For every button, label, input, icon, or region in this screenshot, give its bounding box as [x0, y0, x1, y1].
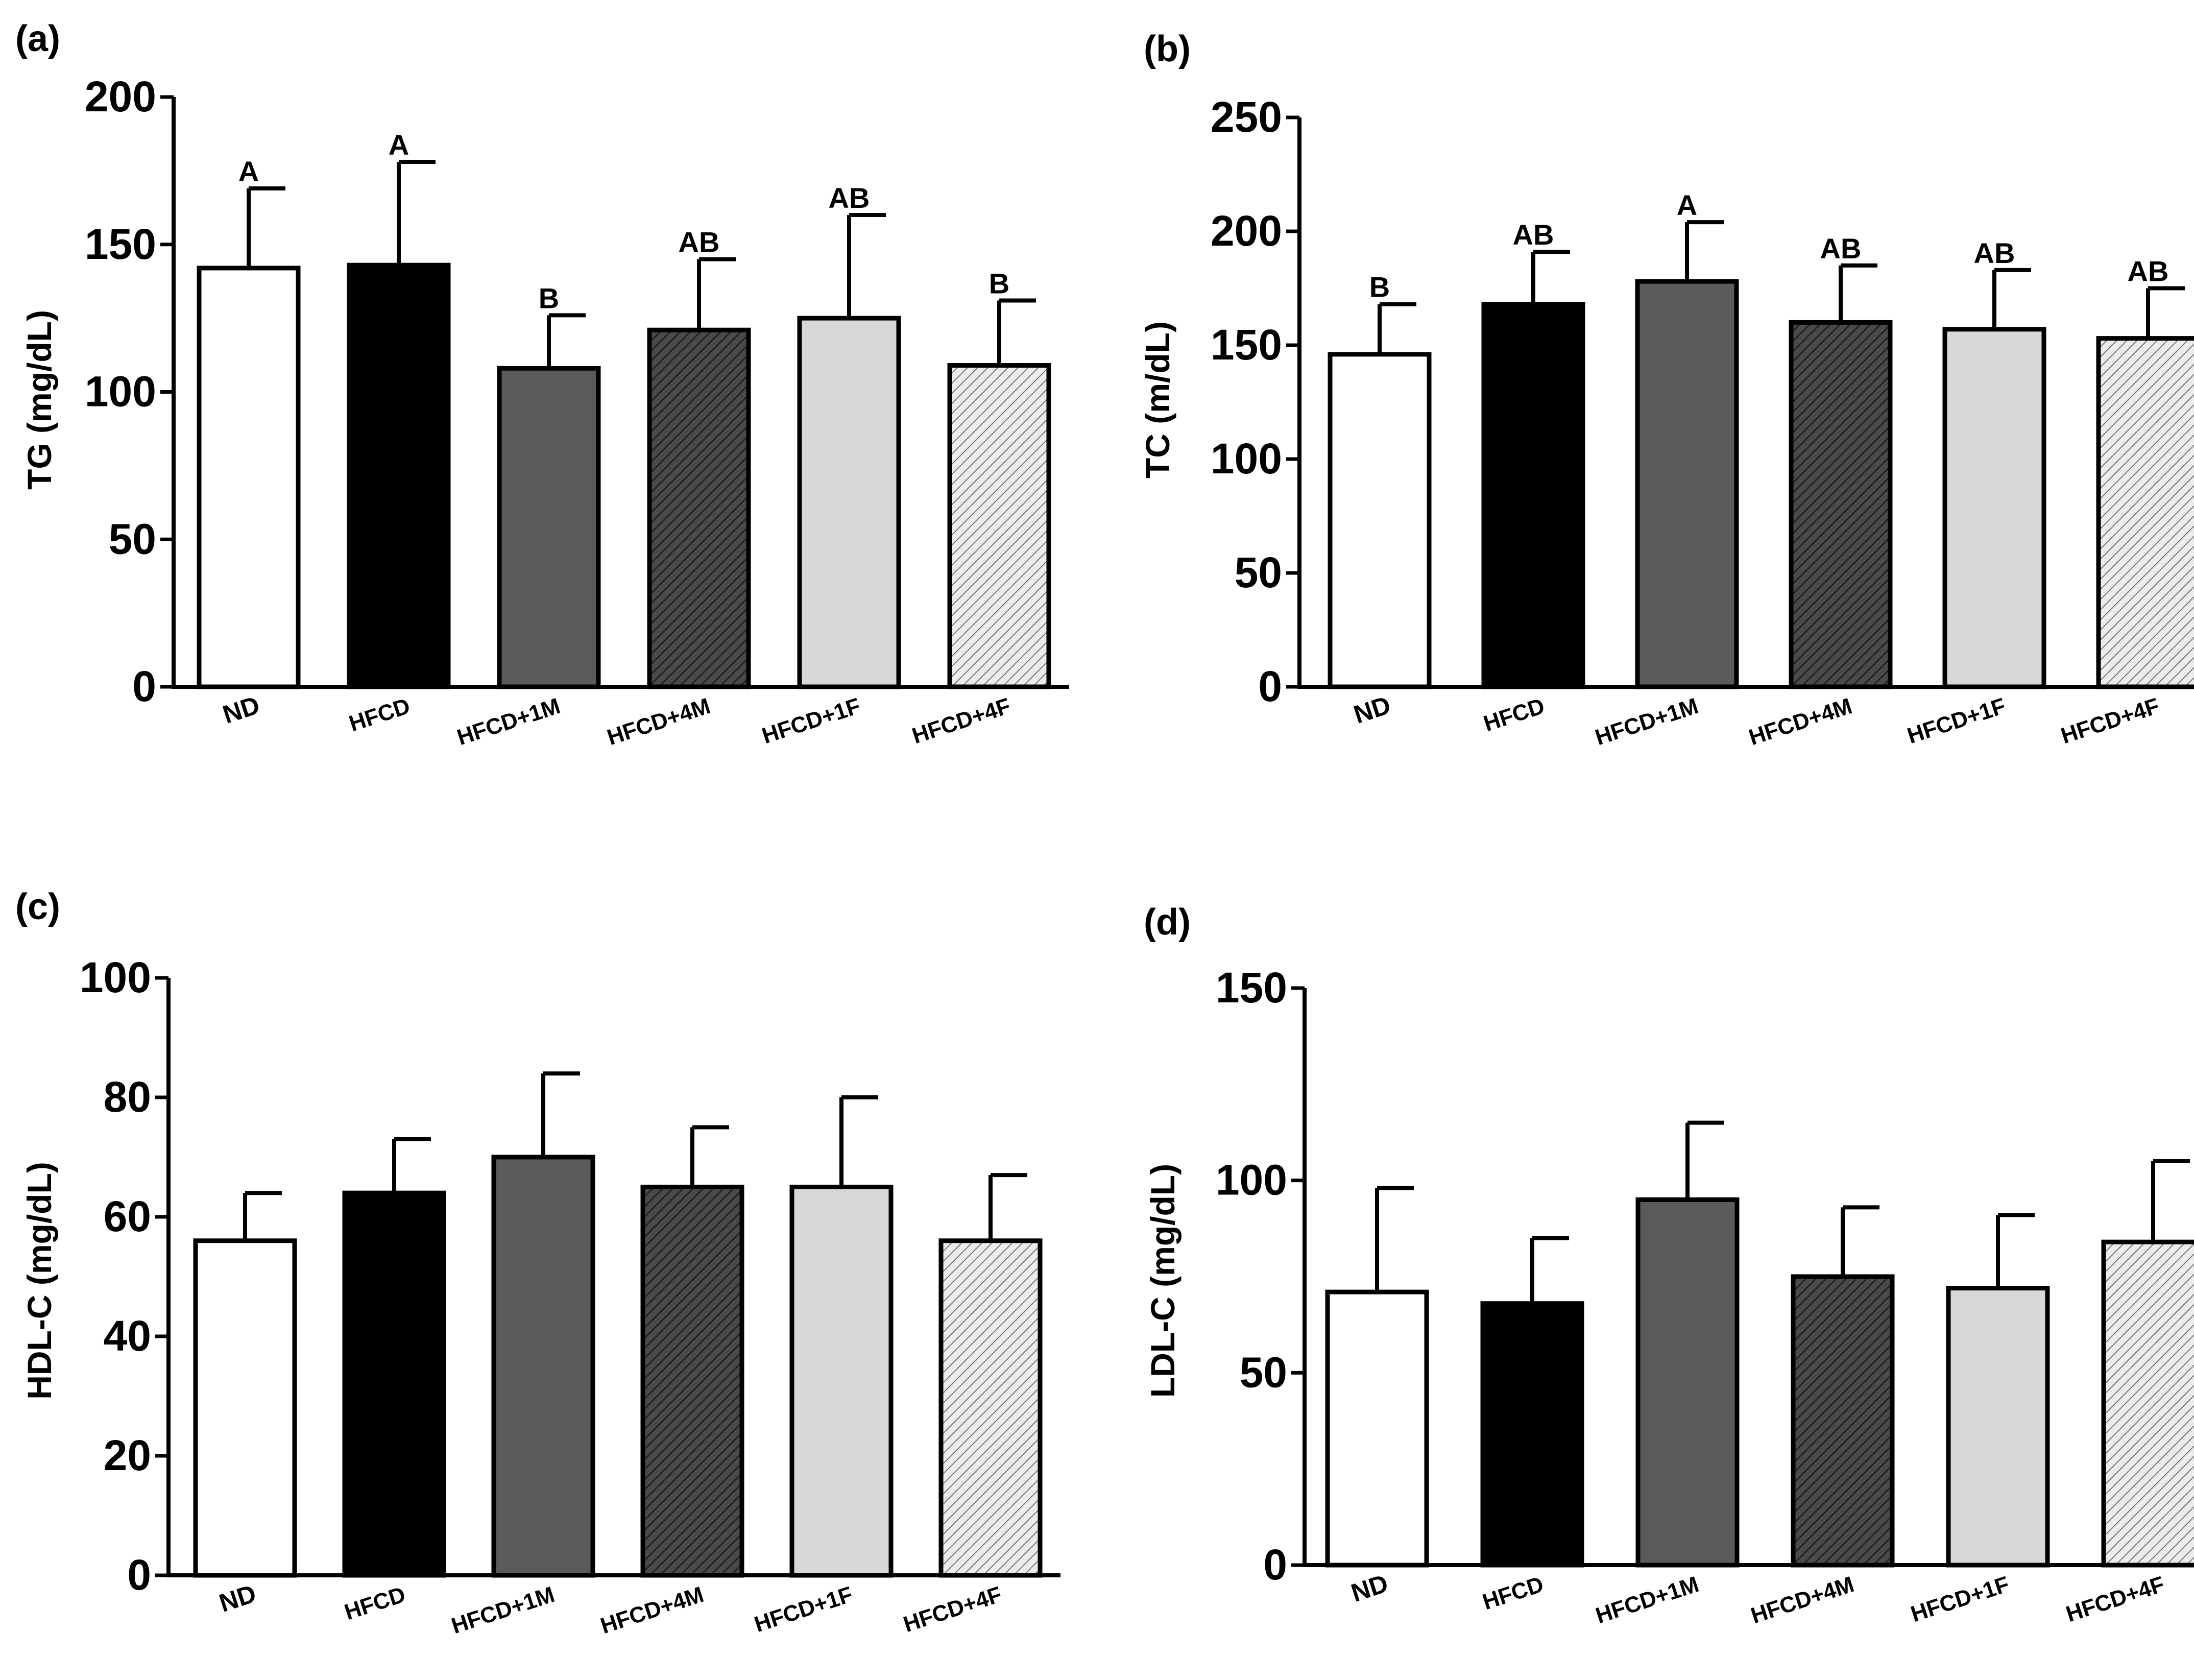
- y-axis-title: TC (m/dL): [1139, 321, 1176, 478]
- y-tick-label: 50: [1235, 548, 1282, 596]
- bar-hfcd: [1480, 1301, 1584, 1568]
- x-category-label: HFCD+4F: [900, 1582, 1005, 1637]
- panel-label: (d): [1144, 902, 1191, 943]
- bar-hfcd-plus-1f: [789, 1185, 894, 1578]
- bar-hfcd-plus-4m: [640, 1185, 744, 1578]
- x-category-label: HFCD+1M: [448, 1582, 558, 1639]
- bar-hfcd-plus-4f: [947, 363, 1051, 689]
- bar-hfcd: [347, 262, 451, 689]
- x-category-label: ND: [219, 690, 263, 729]
- y-tick-label: 100: [1216, 1156, 1287, 1204]
- y-axis-title: LDL-C (mg/dL): [1144, 1164, 1182, 1398]
- x-category-label: HFCD: [342, 1582, 408, 1625]
- bar-hfcd-plus-1m: [1635, 1197, 1740, 1568]
- bar-hfcd-plus-1f: [1942, 327, 2046, 689]
- significance-label: B: [539, 282, 559, 314]
- chart-panel-b: (b) TC (m/dL) 0 50 100 150 200 250 B ND AB HFCD A H…: [1139, 29, 2194, 750]
- bar-hfcd-plus-1f: [1946, 1286, 2050, 1568]
- bar-hfcd-plus-1m: [1635, 279, 1739, 689]
- significance-label: AB: [1974, 237, 2015, 269]
- y-tick-label: 200: [1211, 207, 1282, 255]
- x-category-label: HFCD+4M: [1746, 693, 1855, 750]
- y-tick-label: 100: [80, 953, 151, 1001]
- x-category-label: ND: [1350, 690, 1394, 729]
- x-category-label: HFCD+1F: [1904, 693, 2009, 749]
- x-category-label: HFCD: [346, 693, 413, 736]
- chart-panel-d: (d) LDL-C (mg/dL) 0 50 100 150 ND HFCD HFCD+1M…: [1144, 902, 2194, 1628]
- significance-label: B: [989, 267, 1009, 299]
- x-category-label: HFCD: [1481, 693, 1548, 736]
- bar-hfcd-plus-4f: [938, 1238, 1043, 1578]
- chart-panel-c: (c) HDL-C (mg/dL) 0 20 40 60 80 100 ND HFCD HFCD…: [15, 886, 1060, 1639]
- x-category-label: HFCD+1M: [1592, 693, 1701, 750]
- x-category-label: HFCD+4F: [2063, 1572, 2167, 1627]
- y-axis-title: HDL-C (mg/dL): [20, 1162, 58, 1400]
- significance-label: A: [238, 155, 259, 187]
- y-tick-label: 0: [132, 662, 156, 710]
- significance-label: A: [389, 129, 409, 161]
- y-tick-label: 100: [1211, 435, 1282, 483]
- significance-label: AB: [1820, 232, 1862, 265]
- x-category-label: HFCD+4F: [2058, 693, 2162, 749]
- significance-label: AB: [829, 182, 870, 214]
- bar-nd: [1325, 1289, 1429, 1568]
- bar-hfcd-plus-4m: [647, 327, 751, 689]
- y-tick-label: 200: [85, 73, 156, 121]
- significance-label: AB: [2128, 255, 2169, 287]
- y-tick-label: 100: [85, 368, 156, 416]
- y-tick-label: 50: [1240, 1348, 1287, 1396]
- x-category-label: HFCD+4M: [604, 693, 713, 750]
- y-tick-label: 0: [127, 1551, 151, 1599]
- bar-hfcd-plus-4f: [2096, 336, 2194, 689]
- bar-hfcd: [1481, 302, 1585, 689]
- y-tick-label: 250: [1211, 93, 1282, 141]
- bar-hfcd-plus-4m: [1789, 320, 1893, 689]
- y-tick-label: 80: [104, 1073, 151, 1121]
- y-tick-label: 50: [109, 515, 156, 563]
- bar-nd: [1328, 352, 1432, 689]
- y-tick-label: 0: [1258, 662, 1282, 710]
- x-category-label: HFCD+1F: [751, 1582, 856, 1637]
- y-axis-title: TG (mg/dL): [20, 310, 58, 490]
- panel-label: (c): [15, 886, 60, 927]
- bar-hfcd: [342, 1190, 446, 1578]
- x-category-label: HFCD: [1480, 1572, 1547, 1615]
- bar-nd: [197, 266, 301, 689]
- y-tick-label: 150: [1216, 964, 1287, 1012]
- significance-label: AB: [679, 226, 720, 258]
- x-category-label: ND: [1347, 1569, 1391, 1607]
- x-category-label: ND: [215, 1579, 259, 1618]
- y-tick-label: 40: [104, 1312, 151, 1360]
- x-category-label: HFCD+4M: [1748, 1572, 1857, 1628]
- panel-label: (b): [1144, 29, 1191, 69]
- x-category-label: HFCD+1M: [454, 693, 563, 750]
- chart-panel-a: (a) TG (mg/dL) 0 50 100 150 200 A ND A HFCD B HFCD…: [15, 18, 1069, 750]
- y-tick-label: 20: [104, 1431, 151, 1479]
- x-category-label: HFCD+4M: [597, 1582, 707, 1639]
- panel-label: (a): [15, 18, 60, 59]
- x-category-label: HFCD+1F: [1908, 1572, 2012, 1627]
- significance-label: AB: [1513, 219, 1554, 251]
- bar-hfcd-plus-4f: [2101, 1239, 2194, 1568]
- y-tick-label: 150: [85, 220, 156, 268]
- y-tick-label: 60: [104, 1192, 151, 1240]
- y-tick-label: 0: [1263, 1541, 1287, 1589]
- bar-nd: [193, 1238, 297, 1578]
- significance-label: A: [1677, 189, 1697, 221]
- x-category-label: HFCD+4F: [909, 693, 1014, 749]
- bar-hfcd-plus-1f: [797, 316, 901, 689]
- x-category-label: HFCD+1F: [759, 693, 863, 749]
- bar-hfcd-plus-4m: [1791, 1274, 1895, 1568]
- y-tick-label: 150: [1211, 321, 1282, 369]
- x-category-label: HFCD+1M: [1593, 1572, 1702, 1628]
- bar-hfcd-plus-1m: [491, 1155, 595, 1578]
- significance-label: B: [1369, 271, 1390, 303]
- bar-hfcd-plus-1m: [497, 366, 601, 689]
